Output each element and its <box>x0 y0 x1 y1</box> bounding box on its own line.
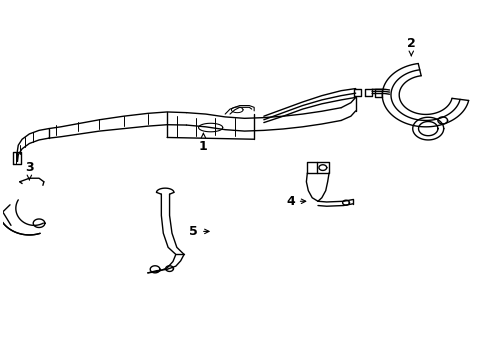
Text: 2: 2 <box>406 37 415 56</box>
Text: 4: 4 <box>285 195 305 208</box>
Text: 5: 5 <box>189 225 209 238</box>
Text: 1: 1 <box>199 133 207 153</box>
Text: 3: 3 <box>25 161 34 180</box>
